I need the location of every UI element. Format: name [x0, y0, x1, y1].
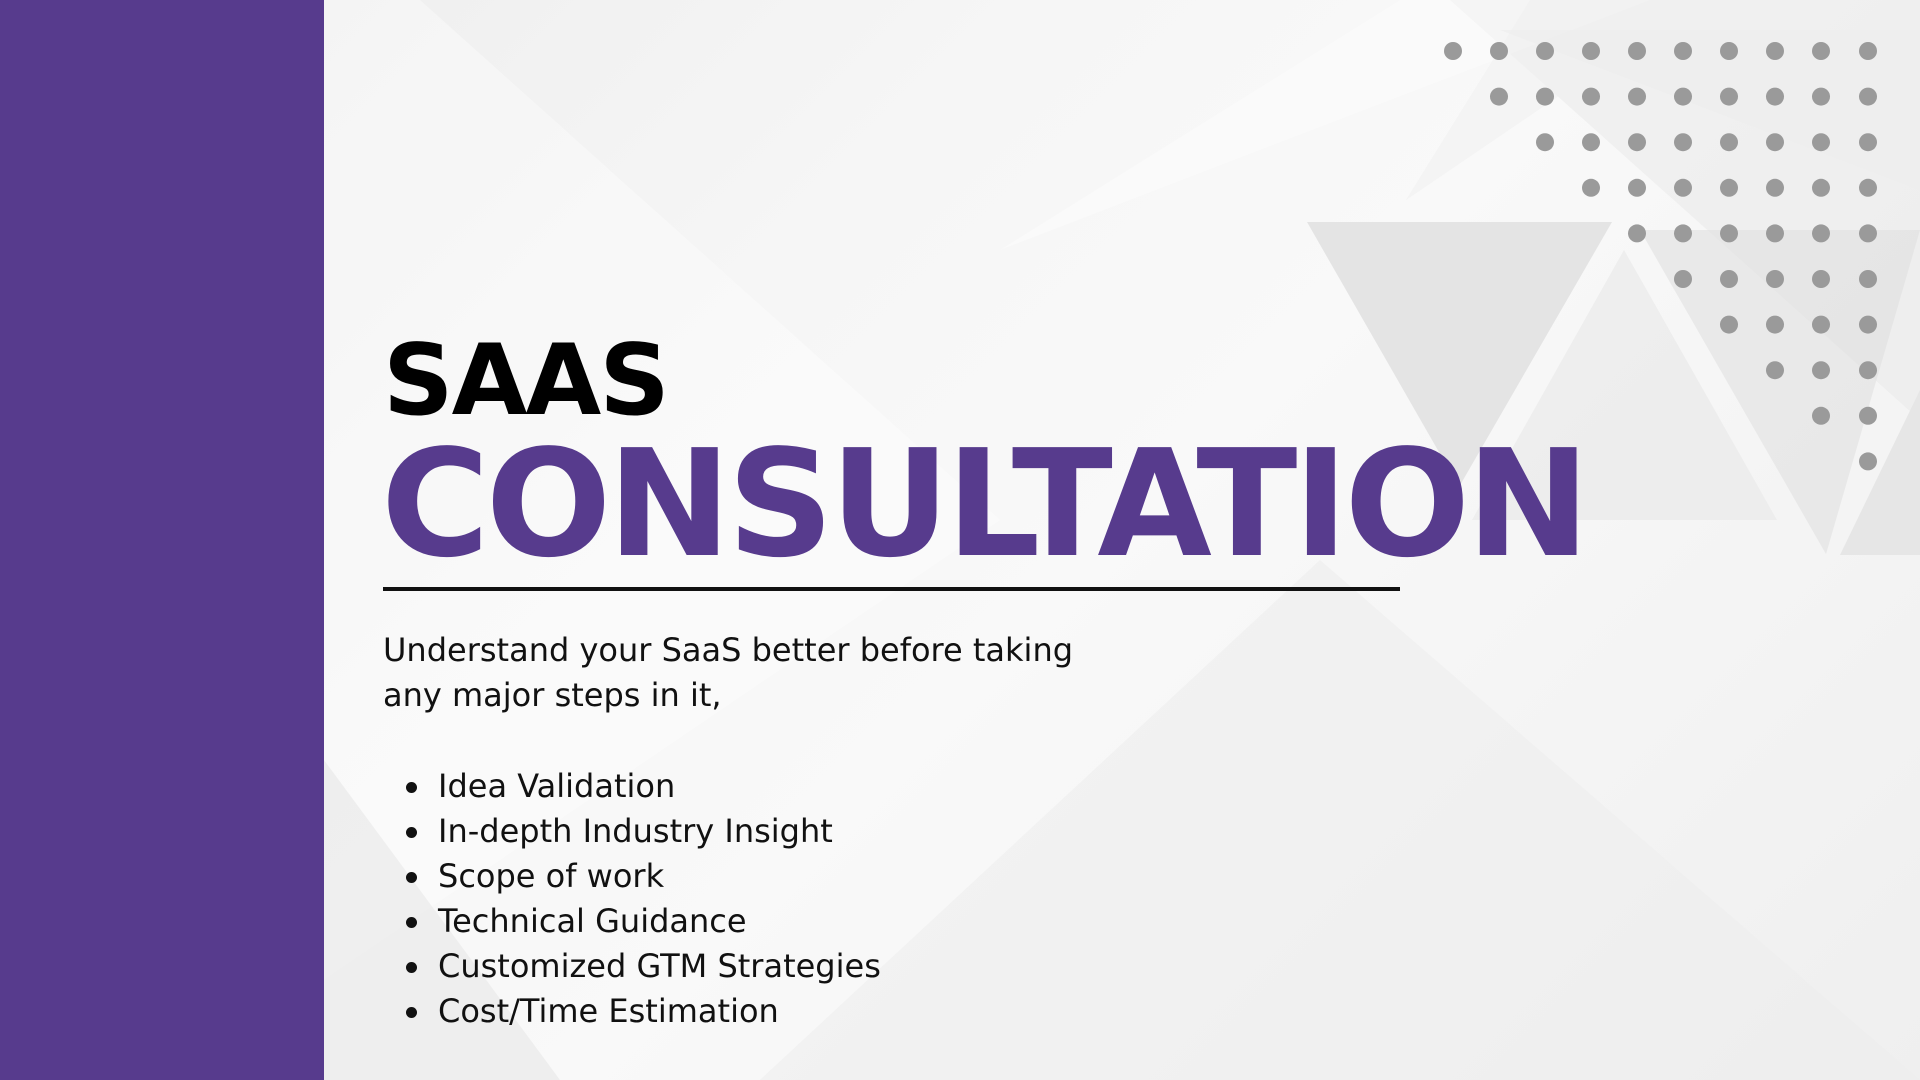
- decorative-dot: [1720, 270, 1738, 288]
- decorative-dot: [1812, 133, 1830, 152]
- decorative-dot: [1720, 42, 1738, 60]
- decorative-dot: [1859, 133, 1877, 152]
- title-underline: [383, 587, 1400, 591]
- services-list: Idea Validation In-depth Industry Insigh…: [383, 764, 881, 1034]
- bullet-icon: [406, 1007, 417, 1018]
- decorative-dot: [1859, 42, 1877, 60]
- service-item-gtm-strategies: Customized GTM Strategies: [383, 944, 881, 989]
- decorative-dot: [1674, 87, 1692, 106]
- triangle-shape: [1472, 250, 1777, 520]
- decorative-dot: [1720, 87, 1738, 106]
- decorative-dot: [1444, 42, 1462, 60]
- bullet-icon: [406, 917, 417, 928]
- title-consultation: CONSULTATION: [381, 418, 1590, 590]
- decorative-dot: [1859, 270, 1877, 288]
- decorative-dot: [1812, 87, 1830, 106]
- decorative-dot: [1812, 224, 1830, 243]
- decorative-dot: [1582, 42, 1600, 60]
- decorative-dot: [1859, 87, 1877, 106]
- intro-text: Understand your SaaS better before takin…: [383, 631, 1074, 714]
- decorative-dot: [1812, 406, 1830, 425]
- decorative-dot: [1628, 87, 1646, 106]
- decorative-dot: [1766, 315, 1784, 334]
- decorative-dot: [1536, 87, 1554, 106]
- service-label: Customized GTM Strategies: [438, 947, 881, 985]
- decorative-dot: [1859, 224, 1877, 243]
- decorative-dot: [1766, 133, 1784, 152]
- service-item-scope-of-work: Scope of work: [383, 854, 881, 899]
- decorative-dot: [1812, 42, 1830, 60]
- decorative-dot: [1582, 178, 1600, 197]
- service-label: In-depth Industry Insight: [438, 812, 833, 850]
- service-label: Technical Guidance: [438, 902, 747, 940]
- decorative-dot: [1674, 42, 1692, 60]
- bullet-icon: [406, 782, 417, 793]
- decorative-dot: [1766, 178, 1784, 197]
- triangle-shape: [1307, 222, 1612, 487]
- decorative-dot: [1812, 270, 1830, 288]
- decorative-dot: [1674, 178, 1692, 197]
- bullet-icon: [406, 962, 417, 973]
- service-item-idea-validation: Idea Validation: [383, 764, 881, 809]
- service-label: Idea Validation: [438, 767, 676, 805]
- decorative-dot: [1812, 315, 1830, 334]
- bullet-icon: [406, 827, 417, 838]
- decorative-dot: [1766, 87, 1784, 106]
- service-label: Scope of work: [438, 857, 665, 895]
- decorative-dot: [1674, 224, 1692, 243]
- decorative-dot: [1720, 224, 1738, 243]
- decorative-dot: [1766, 224, 1784, 243]
- decorative-dot: [1859, 452, 1877, 471]
- decorative-dot: [1628, 224, 1646, 243]
- decorative-dot: [1582, 133, 1600, 152]
- decorative-dot: [1859, 178, 1877, 197]
- dot-grid-pattern: [1444, 42, 1877, 471]
- service-item-technical-guidance: Technical Guidance: [383, 899, 881, 944]
- decorative-dot: [1720, 178, 1738, 197]
- service-item-industry-insight: In-depth Industry Insight: [383, 809, 881, 854]
- decorative-dot: [1859, 315, 1877, 334]
- decorative-dot: [1536, 133, 1554, 152]
- decorative-dot: [1674, 270, 1692, 288]
- decorative-dot: [1812, 178, 1830, 197]
- decorative-dot: [1812, 361, 1830, 380]
- decorative-dot: [1628, 133, 1646, 152]
- decorative-dot: [1859, 406, 1877, 425]
- decorative-dot: [1490, 87, 1508, 106]
- decorative-dot: [1536, 42, 1554, 60]
- decorative-dot: [1766, 361, 1784, 380]
- decorative-dot: [1766, 42, 1784, 60]
- title-saas: SAAS: [383, 324, 670, 438]
- decorative-dot: [1766, 270, 1784, 288]
- decorative-dot: [1628, 178, 1646, 197]
- service-label: Cost/Time Estimation: [438, 992, 779, 1030]
- decorative-dot: [1582, 87, 1600, 106]
- bullet-icon: [406, 872, 417, 883]
- decorative-dot: [1720, 315, 1738, 334]
- decorative-dot: [1628, 42, 1646, 60]
- decorative-dot: [1859, 361, 1877, 380]
- decorative-dot: [1720, 133, 1738, 152]
- service-item-cost-time-estimation: Cost/Time Estimation: [383, 989, 881, 1034]
- decorative-dot: [1674, 133, 1692, 152]
- decorative-dot: [1490, 42, 1508, 60]
- purple-side-bar: [0, 0, 324, 1080]
